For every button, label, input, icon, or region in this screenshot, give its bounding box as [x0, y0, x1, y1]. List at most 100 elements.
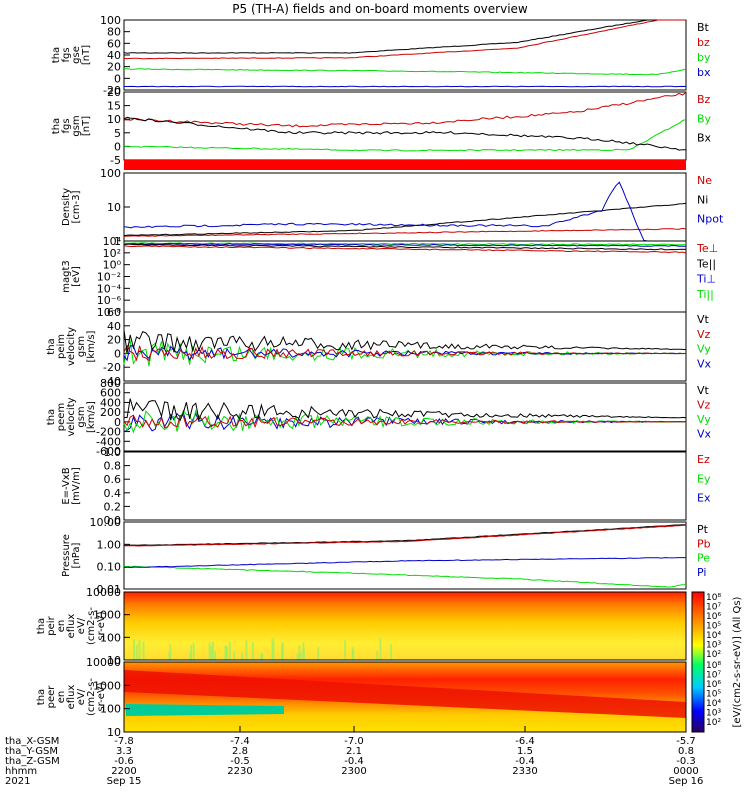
y-tick-label: -600: [96, 445, 121, 458]
y-tick-label: 20: [107, 334, 121, 347]
y-label-line: eflux: [66, 614, 77, 639]
series-bz: [123, 19, 686, 60]
series-bx: [124, 85, 687, 88]
y-label-line: fgs: [61, 47, 72, 62]
x-tick-label: 2200: [111, 766, 136, 777]
spectrogram-streak: [245, 640, 248, 660]
y-axis-label: magt3 [eV]: [61, 260, 82, 293]
spectrogram-streak: [261, 653, 264, 660]
legend-Vt: Vt: [697, 313, 710, 326]
legend-Pe: Pe: [697, 552, 710, 565]
legend-Bz: Bz: [697, 93, 711, 106]
y-axis-label: tha peem velocity gsm [km/s]: [46, 397, 97, 436]
y-label-line: (cm2-s-: [86, 678, 97, 716]
colorbar-tick: 10³: [706, 709, 721, 719]
y-tick-label: 60: [107, 306, 121, 319]
y-tick-label: 10: [107, 654, 121, 667]
spectrogram-streak: [192, 642, 195, 660]
quality-bar: [124, 160, 686, 170]
spectrogram-streak: [208, 642, 211, 660]
y-label-line: velocity: [66, 397, 77, 436]
y-axis-label: tha peer en eflux eV/(cm2-s-sr-eV): [36, 678, 107, 716]
legend-Vx: Vx: [697, 357, 712, 370]
spectrogram-streak: [376, 651, 379, 660]
spectrogram-streak: [260, 653, 263, 660]
series-Pe: [123, 565, 687, 588]
y-tick-label: 20: [107, 61, 121, 74]
colorbar-tick: 10⁶: [706, 612, 721, 622]
y-tick-label: 80: [107, 26, 121, 39]
spectrogram-streak: [271, 638, 274, 660]
y-tick-label: -200: [96, 426, 121, 439]
y-label-line: eV/: [76, 688, 87, 705]
y-tick-label: 1.00: [97, 538, 122, 551]
x-tick-label: -7.0: [344, 736, 364, 747]
spectrogram-low-energy: [126, 704, 284, 716]
y-label-line: Density: [61, 188, 72, 226]
series-Npot: [123, 181, 686, 242]
x-tick-label: 2.1: [346, 746, 362, 757]
y-tick-label: 400: [100, 396, 121, 409]
y-tick-label: 15: [107, 100, 121, 113]
series-Ti||: [124, 242, 687, 246]
y-label-line: fgs: [61, 118, 72, 133]
spectrogram-streak: [190, 645, 193, 660]
spectrogram-streak: [169, 644, 172, 660]
series-by: [123, 68, 687, 76]
x-tick-label: -0.3: [676, 756, 696, 767]
y-tick-label: 10.00: [90, 516, 122, 529]
y-tick-label: 100: [100, 14, 121, 27]
panel-frame: [123, 591, 687, 661]
x-tick-label: 2230: [227, 766, 252, 777]
x-tick-label: 3.3: [116, 746, 132, 757]
spectrogram-streak: [225, 646, 228, 660]
spectrogram-streak: [298, 645, 301, 660]
y-label-line: velocity: [66, 327, 77, 366]
y-tick-label: 10: [107, 726, 121, 739]
y-label-line: magt3: [61, 260, 72, 293]
y-tick-label: 0.0: [104, 514, 122, 527]
x-tick-label: -0.4: [344, 756, 364, 767]
y-tick-label: 10⁴: [103, 235, 122, 248]
spectrogram-streak: [142, 641, 145, 660]
y-tick-label: 100: [100, 167, 121, 180]
x-tick-label: -7.4: [230, 736, 250, 747]
y-label-line: sr-eV): [96, 611, 107, 640]
series-Vy: [123, 339, 687, 367]
spectrogram-streak: [296, 653, 299, 660]
y-tick-label: 200: [100, 406, 121, 419]
series-Ti⊥: [123, 242, 686, 247]
y-tick-label: 800: [100, 377, 121, 390]
colorbar-tick: 10⁴: [706, 699, 721, 709]
legend-Ey: Ey: [697, 472, 711, 485]
spectrogram-streak: [344, 640, 347, 660]
x-row-label: 2021: [5, 776, 30, 787]
y-tick-label: 100: [100, 631, 121, 644]
legend-By: By: [697, 112, 712, 125]
legend-Vz: Vz: [697, 328, 711, 341]
spectrogram-streak: [390, 644, 393, 660]
colorbar-tick: 10⁴: [706, 631, 721, 641]
legend-Vt: Vt: [697, 384, 710, 397]
legend-Bx: Bx: [697, 132, 712, 145]
x-tick-label: -0.5: [230, 756, 250, 767]
y-tick-label: 60: [107, 37, 121, 50]
y-tick-label: 0.01: [97, 583, 122, 596]
y-tick-label: -20: [103, 84, 121, 97]
y-axis-label: Density [cm-3]: [61, 188, 82, 226]
y-label-line: peem: [56, 403, 67, 431]
y-label-line: [km/s]: [86, 330, 97, 362]
y-tick-label: 0: [114, 140, 121, 153]
legend-Vx: Vx: [697, 428, 712, 441]
x-tick-label: -7.8: [114, 736, 134, 747]
legend-Pi: Pi: [697, 566, 706, 579]
spectrogram-fill: [124, 592, 686, 660]
x-tick-label: 1.5: [517, 746, 533, 757]
y-axis-label: tha fgs gsm [nT]: [51, 115, 92, 136]
spectrogram-streak: [210, 645, 213, 660]
y-label-line: en: [56, 620, 67, 633]
y-label-line: E=-VxB: [61, 467, 72, 504]
x-tick-label: -5.7: [676, 736, 696, 747]
colorbar-tick: 10⁵: [706, 622, 721, 632]
